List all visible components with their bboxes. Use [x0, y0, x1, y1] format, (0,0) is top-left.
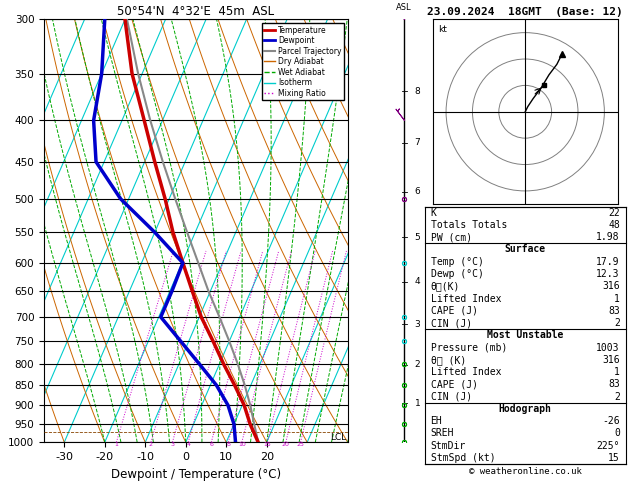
Text: CAPE (J): CAPE (J) — [431, 380, 477, 389]
Text: 20: 20 — [282, 442, 290, 447]
Text: 25: 25 — [297, 442, 304, 447]
Text: 8: 8 — [415, 87, 420, 96]
Text: LCL: LCL — [330, 433, 347, 442]
Text: 83: 83 — [608, 306, 620, 316]
Text: 17.9: 17.9 — [596, 257, 620, 267]
Text: StmSpd (kt): StmSpd (kt) — [431, 453, 495, 463]
Text: 12.3: 12.3 — [596, 269, 620, 279]
Text: 1: 1 — [114, 442, 118, 447]
Text: 225°: 225° — [596, 441, 620, 451]
Text: 316: 316 — [602, 355, 620, 365]
Text: 1: 1 — [614, 294, 620, 304]
Text: Lifted Index: Lifted Index — [431, 367, 501, 377]
Text: Most Unstable: Most Unstable — [487, 330, 564, 340]
Text: 1.98: 1.98 — [596, 232, 620, 242]
Text: 8: 8 — [226, 442, 230, 447]
Title: 50°54'N  4°32'E  45m  ASL: 50°54'N 4°32'E 45m ASL — [117, 5, 274, 18]
Text: 4: 4 — [186, 442, 190, 447]
Text: CIN (J): CIN (J) — [431, 392, 472, 401]
Text: 4: 4 — [415, 277, 420, 286]
X-axis label: Dewpoint / Temperature (°C): Dewpoint / Temperature (°C) — [111, 468, 281, 481]
Text: 0: 0 — [614, 429, 620, 438]
Text: K: K — [431, 208, 437, 218]
Text: Pressure (mb): Pressure (mb) — [431, 343, 507, 353]
Text: Surface: Surface — [504, 244, 546, 255]
Text: StmDir: StmDir — [431, 441, 466, 451]
Text: EH: EH — [431, 416, 442, 426]
Text: CAPE (J): CAPE (J) — [431, 306, 477, 316]
Text: 2: 2 — [415, 360, 420, 369]
Text: 1: 1 — [415, 399, 420, 408]
Text: 83: 83 — [608, 380, 620, 389]
Text: 2: 2 — [614, 392, 620, 401]
Text: Temp (°C): Temp (°C) — [431, 257, 484, 267]
Text: 10: 10 — [238, 442, 246, 447]
Text: kt: kt — [438, 25, 447, 34]
Y-axis label: hPa: hPa — [0, 220, 3, 242]
Legend: Temperature, Dewpoint, Parcel Trajectory, Dry Adiabat, Wet Adiabat, Isotherm, Mi: Temperature, Dewpoint, Parcel Trajectory… — [262, 23, 344, 100]
Text: © weatheronline.co.uk: © weatheronline.co.uk — [469, 467, 582, 476]
Text: 1003: 1003 — [596, 343, 620, 353]
Text: 15: 15 — [608, 453, 620, 463]
Text: km
ASL: km ASL — [396, 0, 412, 13]
Text: SREH: SREH — [431, 429, 454, 438]
Text: 316: 316 — [602, 281, 620, 291]
Text: 48: 48 — [608, 220, 620, 230]
Text: 23.09.2024  18GMT  (Base: 12): 23.09.2024 18GMT (Base: 12) — [427, 7, 623, 17]
Text: PW (cm): PW (cm) — [431, 232, 472, 242]
Text: 2: 2 — [149, 442, 153, 447]
Text: θᴇ(K): θᴇ(K) — [431, 281, 460, 291]
Text: 3: 3 — [170, 442, 174, 447]
Text: θᴇ (K): θᴇ (K) — [431, 355, 466, 365]
Text: Totals Totals: Totals Totals — [431, 220, 507, 230]
Text: 3: 3 — [415, 320, 420, 329]
Text: Dewp (°C): Dewp (°C) — [431, 269, 484, 279]
Text: 6: 6 — [415, 187, 420, 196]
Text: 6: 6 — [209, 442, 213, 447]
Text: -26: -26 — [602, 416, 620, 426]
Text: 2: 2 — [614, 318, 620, 328]
Text: 15: 15 — [264, 442, 271, 447]
Text: CIN (J): CIN (J) — [431, 318, 472, 328]
Text: Lifted Index: Lifted Index — [431, 294, 501, 304]
Text: Hodograph: Hodograph — [499, 404, 552, 414]
Text: 22: 22 — [608, 208, 620, 218]
Text: 5: 5 — [415, 233, 420, 242]
Text: 1: 1 — [614, 367, 620, 377]
Text: 7: 7 — [415, 138, 420, 147]
